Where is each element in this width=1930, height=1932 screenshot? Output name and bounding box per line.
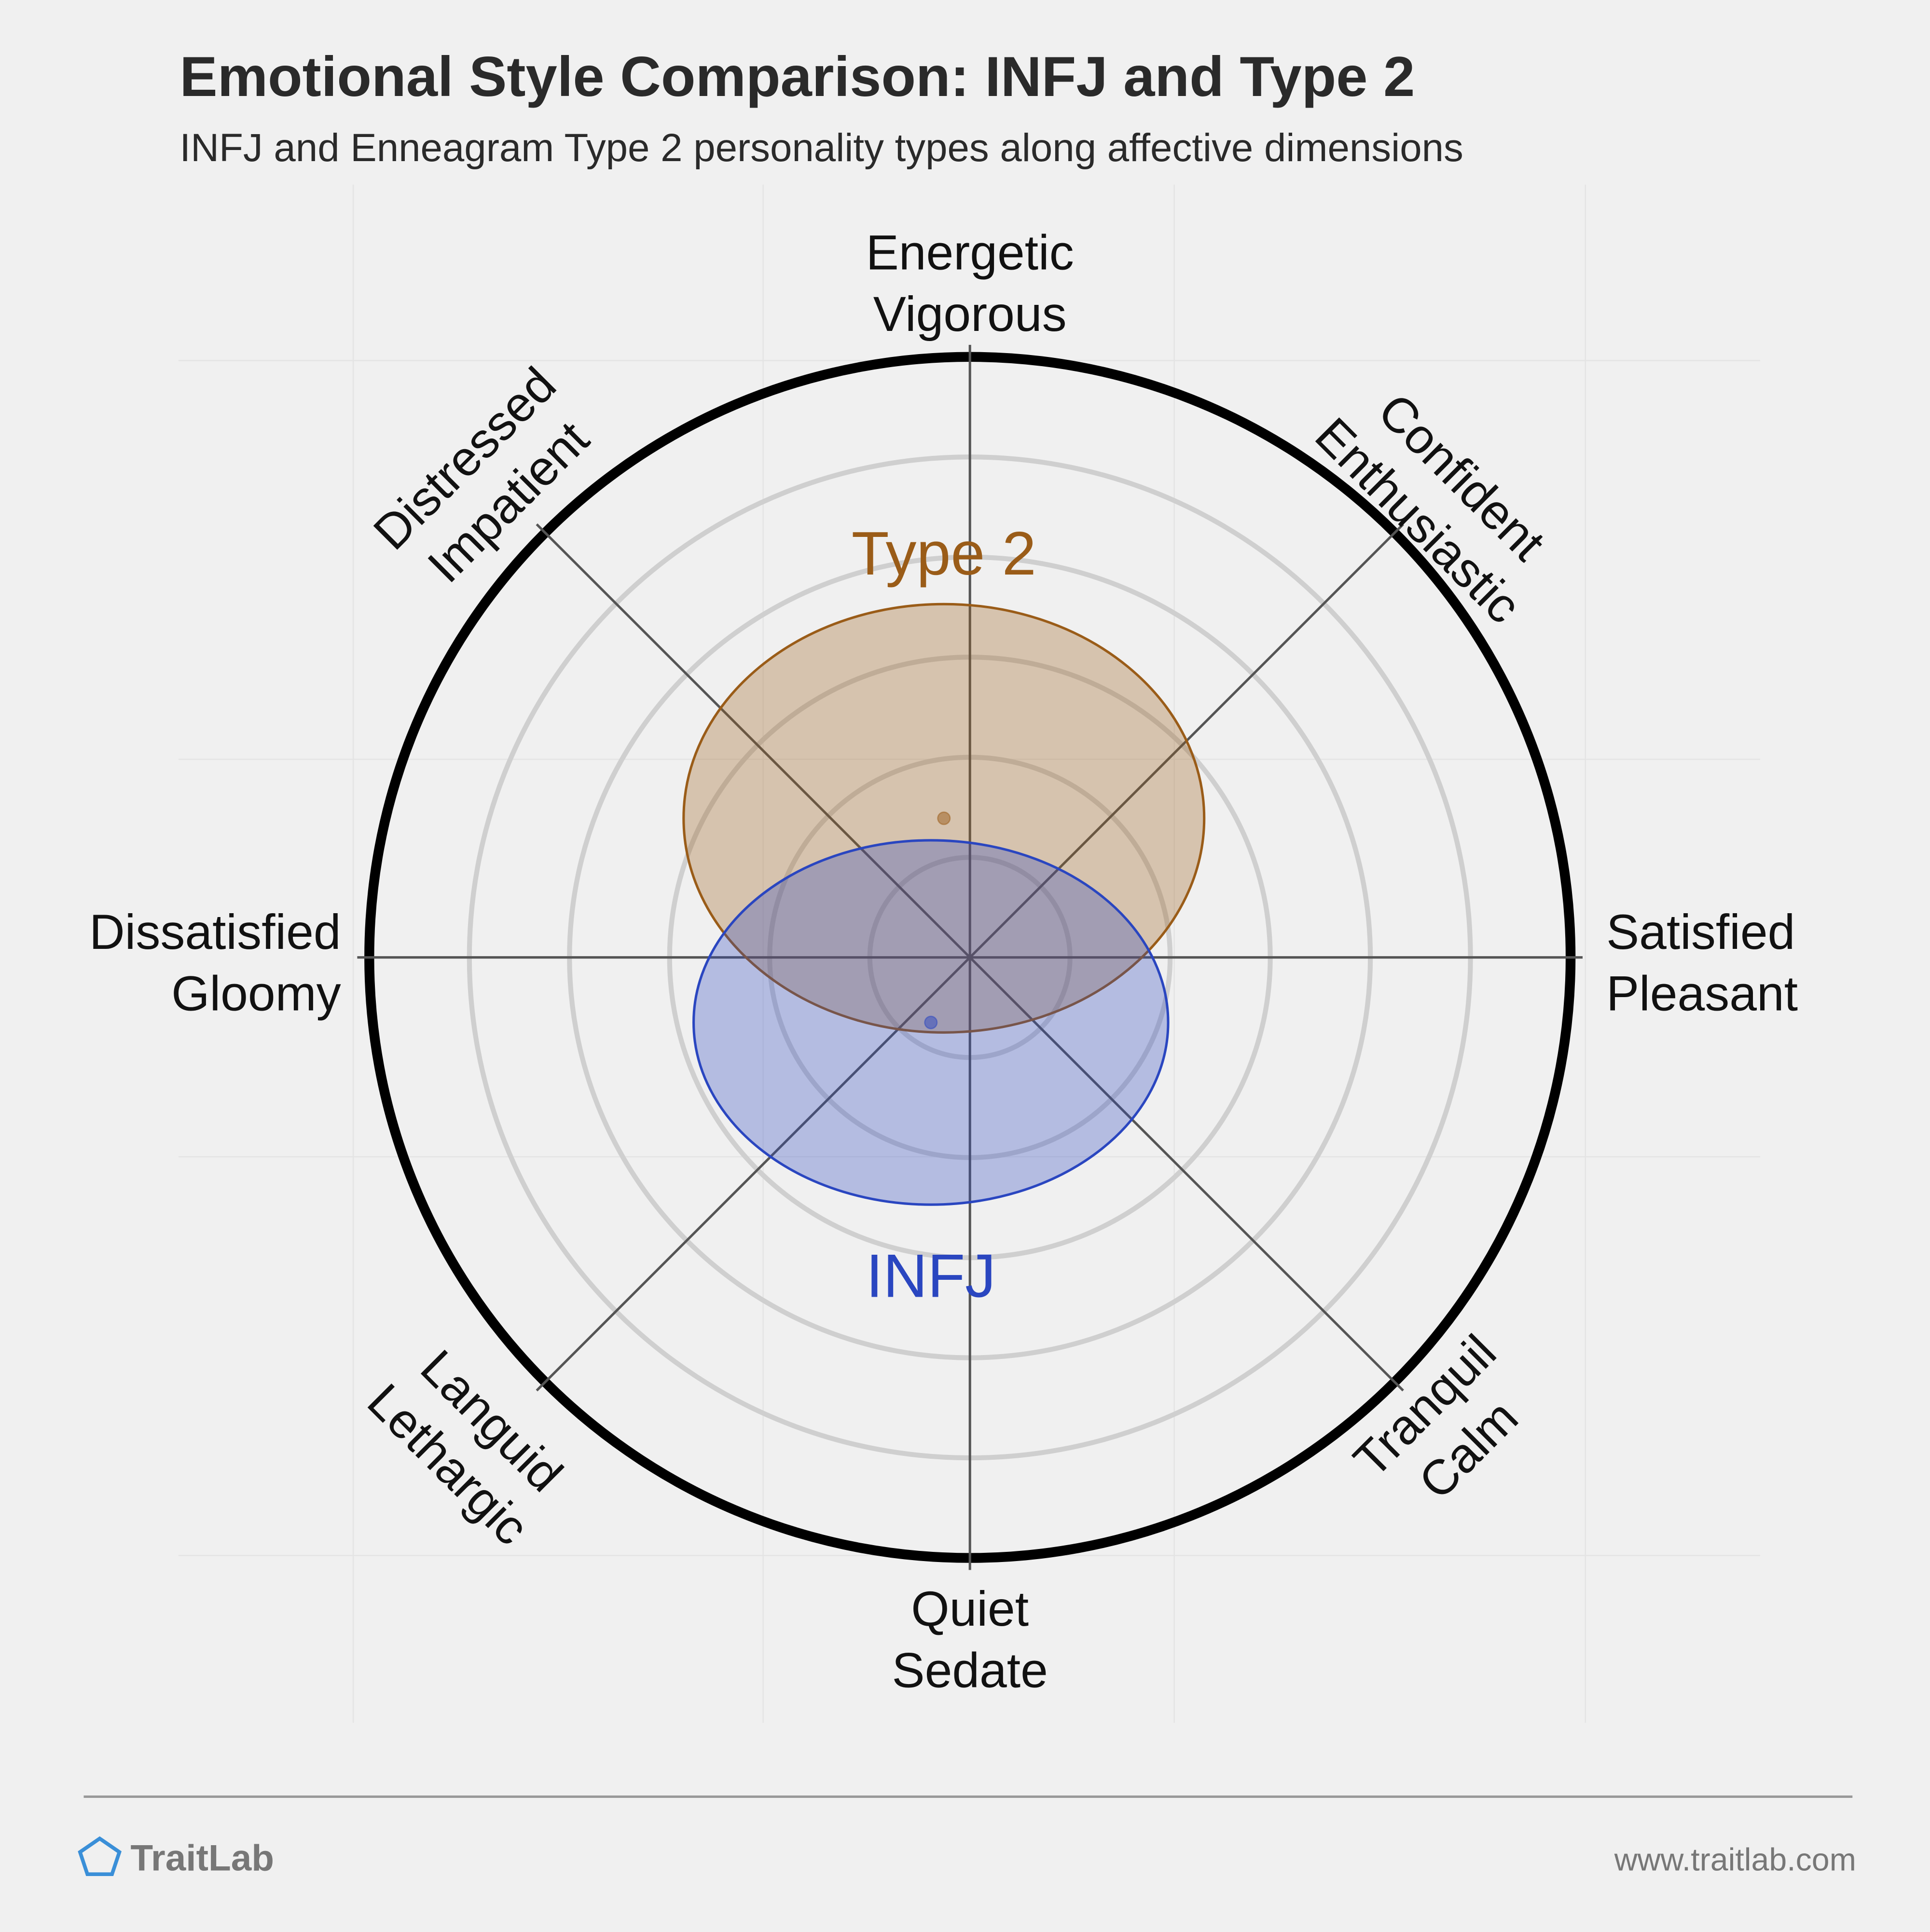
dimension-label-line: Pleasant: [1606, 966, 1798, 1021]
series-center: [937, 811, 951, 825]
series-label: Type 2: [852, 520, 1036, 588]
logo-icon: [78, 1836, 122, 1877]
dimension-label-line: Energetic: [866, 225, 1074, 280]
series-label: INFJ: [866, 1242, 996, 1311]
dimension-label: Quiet Sedate: [892, 1581, 1048, 1698]
dimension-label-line: Satisfied: [1606, 904, 1795, 959]
spoke: [969, 956, 1404, 1392]
dimension-label-line: Dissatisfied: [89, 904, 341, 959]
chart-subtitle: INFJ and Enneagram Type 2 personality ty…: [179, 126, 1463, 170]
dimension-label: Dissatisfied Gloomy: [89, 904, 341, 1021]
brand: TraitLab: [130, 1838, 274, 1879]
dimension-label-line: Gloomy: [171, 966, 341, 1021]
url: www.traitlab.com: [1614, 1842, 1856, 1878]
spoke: [536, 523, 971, 959]
dimension-label: Satisfied Pleasant: [1606, 904, 1798, 1021]
dimension-label-line: Sedate: [892, 1643, 1048, 1698]
dimension-label-line: Quiet: [911, 1581, 1029, 1636]
dimension-label-line: Vigorous: [873, 287, 1067, 342]
dimension-label: Energetic Vigorous: [866, 225, 1074, 342]
chart-title: Emotional Style Comparison: INFJ and Typ…: [179, 45, 1415, 108]
series-center: [924, 1015, 938, 1029]
